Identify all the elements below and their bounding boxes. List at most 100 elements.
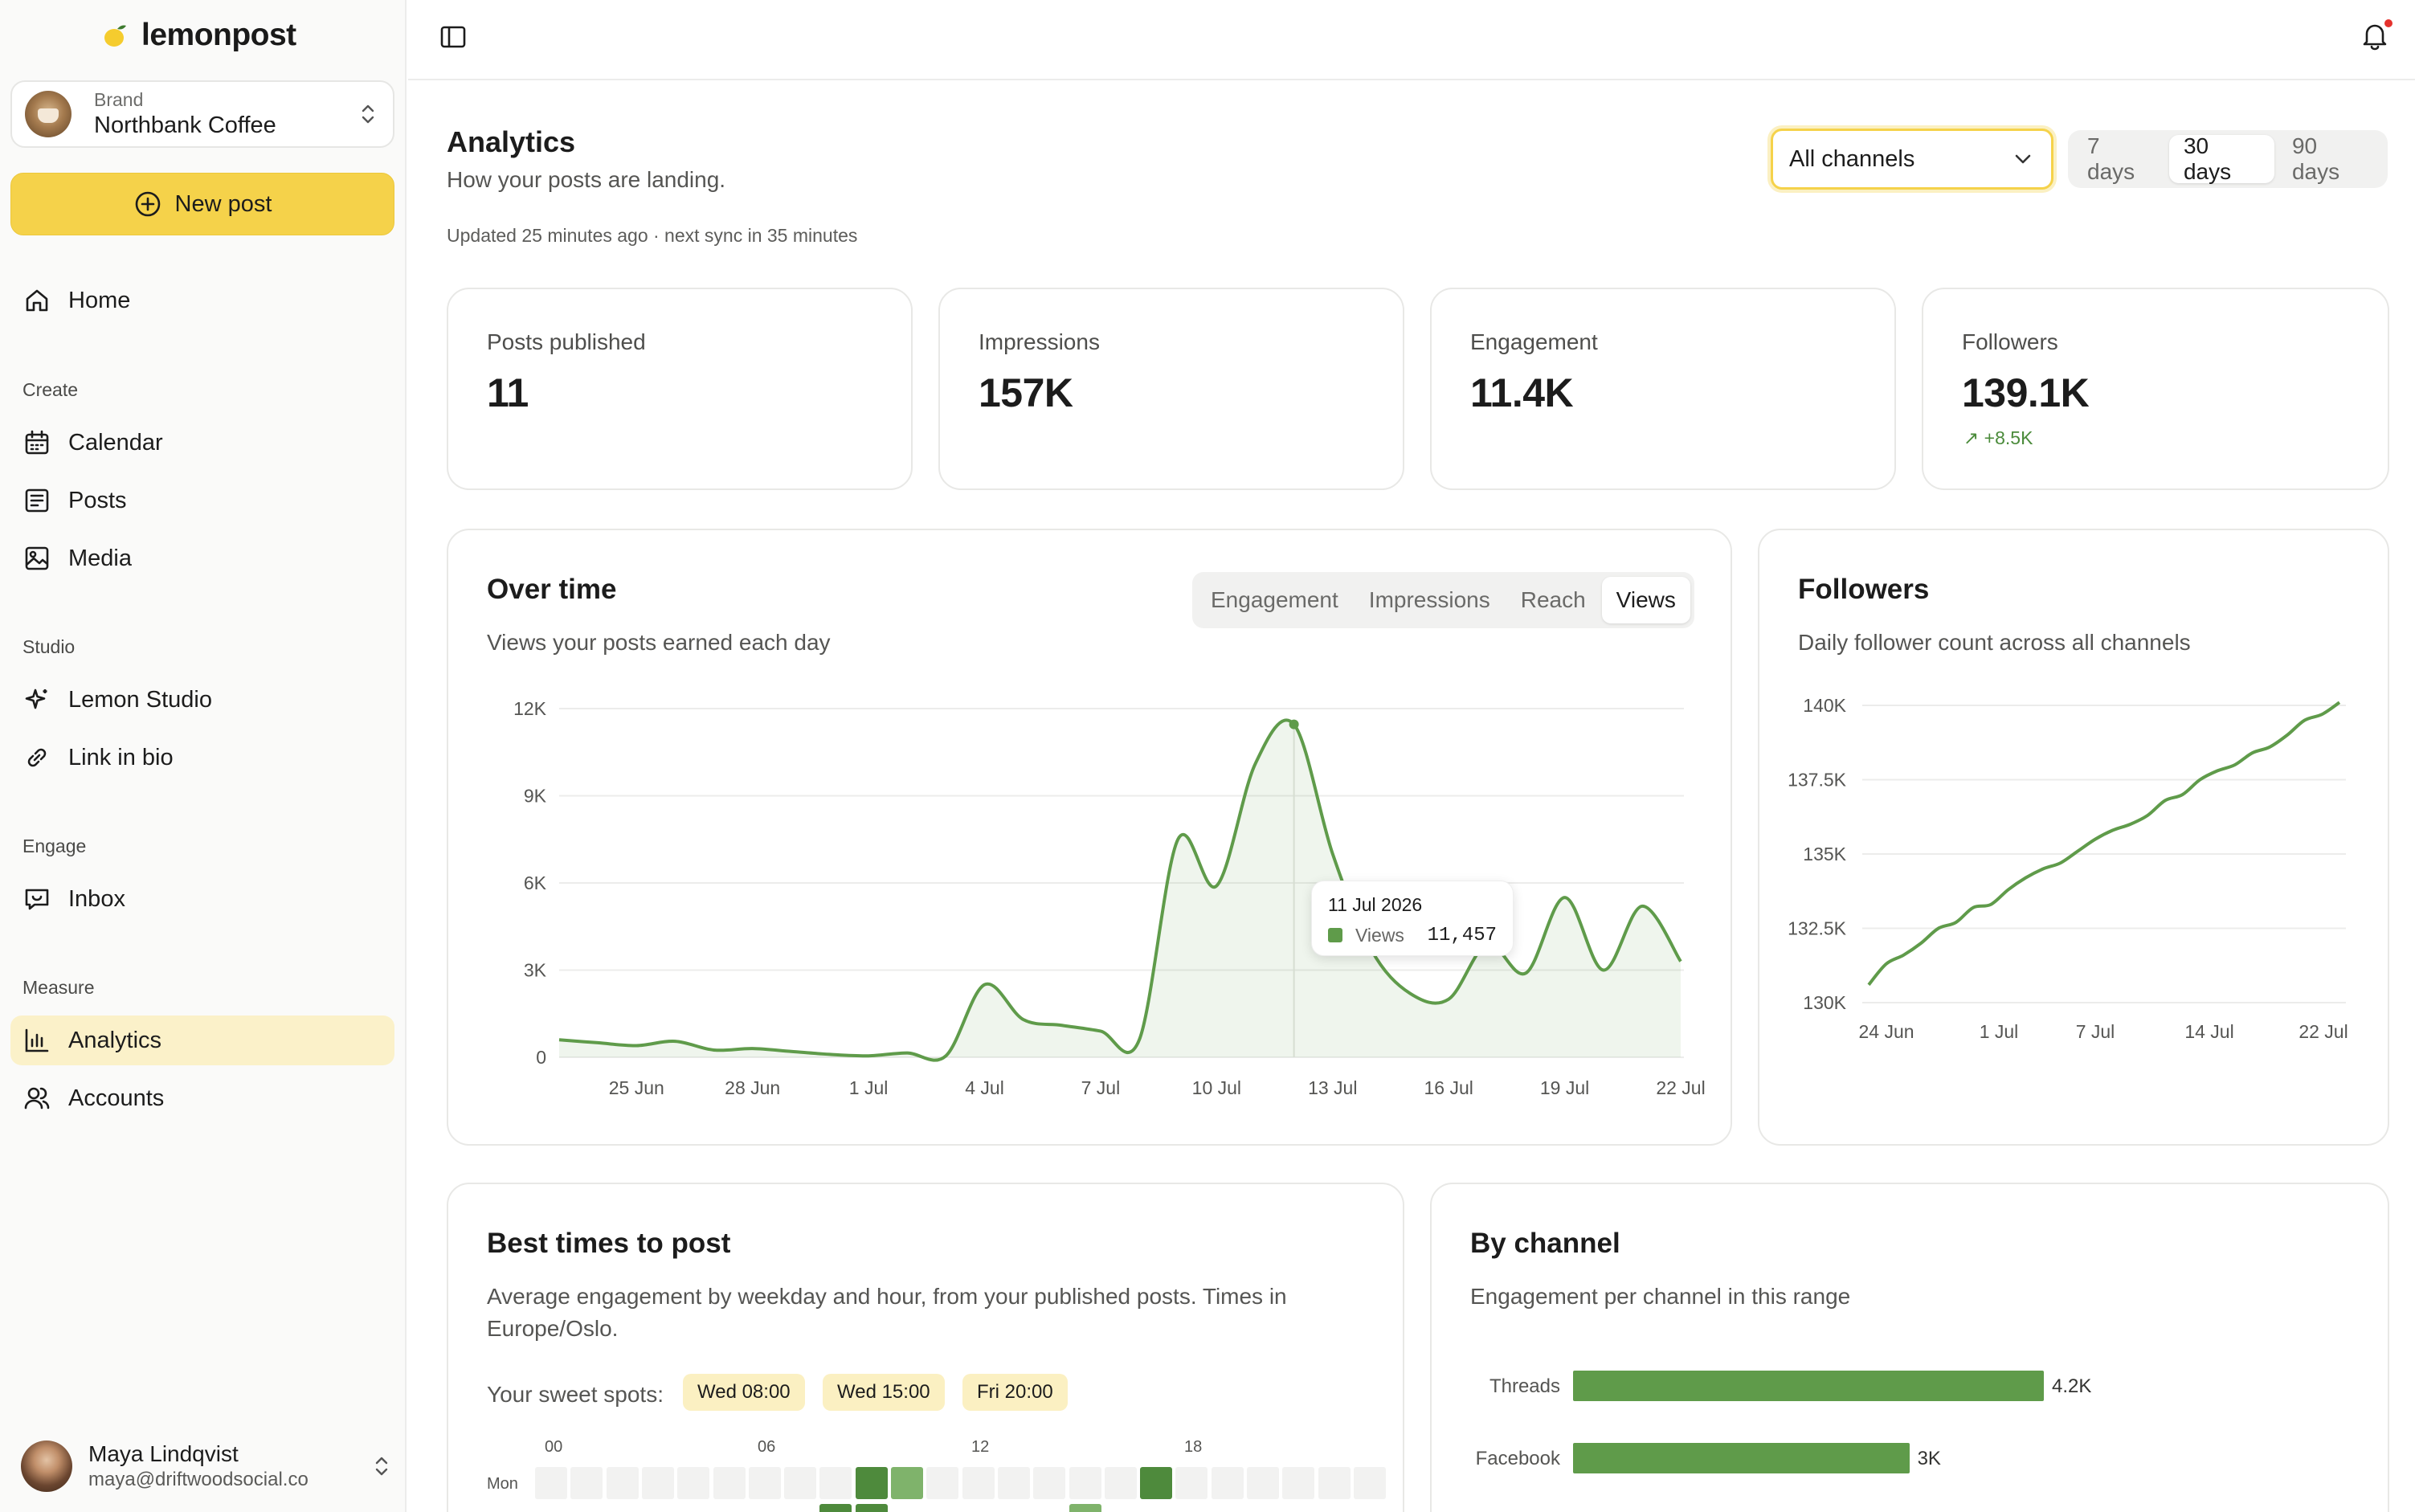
sidebar-item-posts[interactable]: Posts bbox=[10, 476, 394, 525]
heatmap-cell[interactable] bbox=[677, 1467, 710, 1499]
day-label: Mon bbox=[487, 1475, 518, 1493]
followers-chart: 130K 132.5K 135K 137.5K 140K 24 Jun 1 Jul 7 Jul… bbox=[1788, 695, 2348, 1042]
bar-value-label: 3K bbox=[1917, 1448, 1941, 1469]
heatmap-cell[interactable] bbox=[891, 1467, 923, 1499]
heatmap-cell[interactable] bbox=[535, 1467, 567, 1499]
active-data-point bbox=[1289, 719, 1299, 729]
sidebar-item-media[interactable]: Media bbox=[10, 533, 394, 583]
x-tick-label: 28 Jun bbox=[725, 1077, 780, 1098]
sidebar-item-link-in-bio[interactable]: Link in bio bbox=[10, 733, 394, 783]
x-tick-label: 7 Jul bbox=[2076, 1021, 2115, 1042]
stat-label: Followers bbox=[1962, 329, 2058, 354]
app-logo[interactable]: lemonpost bbox=[101, 18, 296, 53]
image-icon bbox=[25, 546, 49, 570]
heatmap-cell[interactable] bbox=[1104, 1467, 1137, 1499]
range-7-days[interactable]: 7 days bbox=[2087, 133, 2135, 184]
tab-views[interactable]: Views bbox=[1601, 577, 1690, 623]
stat-value: 139.1K bbox=[1962, 370, 2090, 415]
sidebar-item-lemon-studio[interactable]: Lemon Studio bbox=[10, 675, 394, 725]
x-tick-label: 1 Jul bbox=[849, 1077, 889, 1098]
channel-select-value: All channels bbox=[1789, 145, 1915, 172]
brand-switcher[interactable]: Brand Northbank Coffee bbox=[10, 80, 394, 148]
bar-threads[interactable] bbox=[1573, 1371, 2044, 1401]
new-post-button[interactable]: New post bbox=[10, 173, 394, 235]
heatmap-cell[interactable] bbox=[997, 1467, 1030, 1499]
series-area bbox=[559, 720, 1681, 1060]
y-tick-label: 135K bbox=[1803, 844, 1846, 864]
heatmap-cell[interactable] bbox=[1033, 1467, 1066, 1499]
chevron-up-down-icon bbox=[375, 1457, 388, 1476]
tab-reach[interactable]: Reach bbox=[1520, 587, 1586, 612]
sidebar-item-analytics[interactable]: Analytics bbox=[10, 1015, 394, 1065]
sweet-spot-chip: Fri 20:00 bbox=[962, 1374, 1068, 1411]
heatmap-cell[interactable] bbox=[606, 1467, 639, 1499]
heatmap-cell[interactable] bbox=[926, 1467, 959, 1499]
bar-category-label: Facebook bbox=[1475, 1448, 1560, 1469]
heatmap-cell[interactable] bbox=[819, 1467, 852, 1499]
stat-value: 11 bbox=[487, 370, 529, 415]
sidebar-item-inbox[interactable]: Inbox bbox=[10, 874, 394, 924]
channel-select[interactable]: All channels bbox=[1771, 129, 2053, 190]
posts-icon bbox=[25, 488, 49, 513]
range-30-days[interactable]: 30 days bbox=[2168, 133, 2274, 184]
sidebar-item-calendar[interactable]: Calendar bbox=[10, 418, 394, 468]
heatmap-cell[interactable] bbox=[1140, 1467, 1173, 1499]
nav-section-engage: Engage bbox=[22, 836, 87, 856]
heatmap-cell[interactable] bbox=[1353, 1467, 1386, 1499]
stat-delta: ↗ +8.5K bbox=[1963, 427, 2033, 448]
range-90-days[interactable]: 90 days bbox=[2291, 133, 2340, 184]
sidebar-item-home[interactable]: Home bbox=[10, 276, 394, 325]
plus-circle-icon bbox=[135, 191, 160, 217]
hour-label: 18 bbox=[1184, 1438, 1203, 1456]
heatmap-cell[interactable] bbox=[1318, 1467, 1351, 1499]
card-subtitle: Average engagement by weekday and hour, … bbox=[487, 1284, 1287, 1341]
bar-chart-icon bbox=[25, 1028, 49, 1052]
heatmap-cell[interactable] bbox=[713, 1467, 746, 1499]
heatmap-cell[interactable] bbox=[962, 1467, 995, 1499]
bell-icon[interactable] bbox=[2359, 19, 2391, 51]
home-icon bbox=[26, 289, 48, 312]
y-tick-label: 132.5K bbox=[1788, 918, 1847, 939]
x-tick-label: 24 Jun bbox=[1858, 1021, 1914, 1042]
views-chart: 0 3K 6K 9K 12K 25 Jun 28 Jun 1 Jul 4 Jul 7 Jul 10 … bbox=[513, 698, 1706, 1098]
card-subtitle: Views your posts earned each day bbox=[487, 630, 831, 655]
sidebar-item-label: Accounts bbox=[68, 1085, 165, 1111]
heatmap-cell[interactable] bbox=[1282, 1467, 1315, 1499]
sidebar-item-label: Link in bio bbox=[68, 744, 174, 770]
sidebar-toggle-icon[interactable] bbox=[439, 22, 468, 51]
x-tick-label: 16 Jul bbox=[1424, 1077, 1473, 1098]
user-menu[interactable]: Maya Lindqvist maya@driftwoodsocial.co bbox=[21, 1438, 390, 1494]
y-tick-label: 130K bbox=[1803, 992, 1846, 1013]
stat-card-followers: Followers 139.1K ↗ +8.5K bbox=[1922, 288, 2389, 490]
brand-label: Brand bbox=[94, 89, 144, 110]
heatmap-cell[interactable] bbox=[855, 1467, 888, 1499]
sweet-spot-chip: Wed 15:00 bbox=[823, 1374, 945, 1411]
heatmap-cell[interactable] bbox=[570, 1467, 603, 1499]
users-icon bbox=[24, 1087, 50, 1109]
card-title: By channel bbox=[1470, 1228, 1620, 1259]
heatmap-cell[interactable] bbox=[1247, 1467, 1279, 1499]
sidebar-item-label: Analytics bbox=[68, 1027, 162, 1053]
x-tick-label: 25 Jun bbox=[609, 1077, 664, 1098]
tooltip-date: 11 Jul 2026 bbox=[1328, 894, 1423, 915]
tab-impressions[interactable]: Impressions bbox=[1368, 587, 1490, 612]
heatmap-cell[interactable] bbox=[784, 1467, 817, 1499]
heatmap-cell[interactable] bbox=[1069, 1467, 1101, 1499]
tab-engagement[interactable]: Engagement bbox=[1211, 587, 1338, 612]
followers-card: Followers Daily follower count across al… bbox=[1758, 529, 2389, 1146]
chevron-down-icon bbox=[2015, 154, 2031, 164]
stat-card-impressions: Impressions 157K bbox=[938, 288, 1404, 490]
heatmap-cell[interactable] bbox=[1175, 1467, 1208, 1499]
heatmap-cell[interactable] bbox=[1069, 1504, 1101, 1512]
nav-section-create: Create bbox=[22, 379, 79, 400]
heatmap-cell[interactable] bbox=[641, 1467, 674, 1499]
inbox-chat-icon bbox=[25, 889, 49, 910]
heatmap-cell[interactable] bbox=[1211, 1467, 1244, 1499]
heatmap-cell[interactable] bbox=[819, 1504, 852, 1512]
bar-facebook[interactable] bbox=[1573, 1443, 1910, 1473]
card-title: Followers bbox=[1798, 574, 1930, 605]
sidebar-item-accounts[interactable]: Accounts bbox=[10, 1073, 394, 1123]
tooltip-series: Views bbox=[1355, 925, 1404, 946]
heatmap-cell[interactable] bbox=[748, 1467, 781, 1499]
heatmap-cell[interactable] bbox=[855, 1504, 888, 1512]
